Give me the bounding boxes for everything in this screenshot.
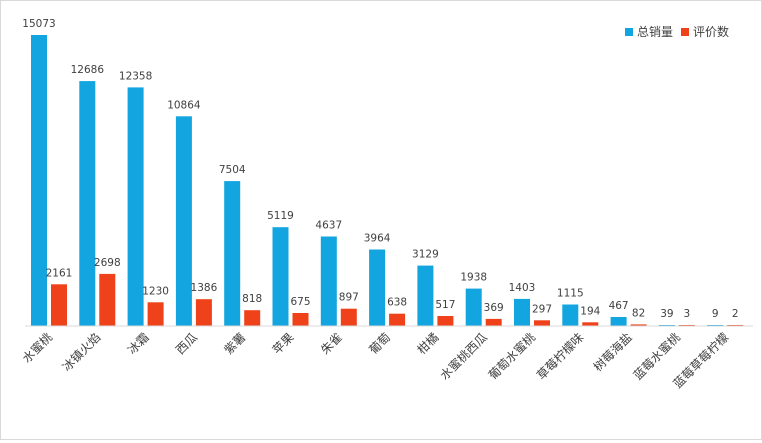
data-label-sales-1: 12686	[71, 64, 105, 76]
bar-sales-11	[562, 304, 579, 326]
data-label-sales-6: 4637	[315, 220, 342, 232]
legend-item-sales: 总销量	[625, 23, 673, 40]
bar-sales-4	[224, 181, 241, 326]
data-label-reviews-10: 297	[532, 303, 552, 315]
x-tick-label-11: 草莓柠檬味	[533, 330, 586, 383]
data-label-reviews-2: 1230	[142, 285, 169, 297]
bar-reviews-8	[437, 316, 454, 326]
x-tick-label-5: 苹果	[270, 330, 297, 357]
data-label-reviews-4: 818	[242, 293, 262, 305]
data-label-sales-10: 1403	[509, 282, 536, 294]
data-label-reviews-7: 638	[387, 297, 407, 309]
bar-reviews-6	[340, 308, 357, 326]
bar-reviews-7	[389, 313, 406, 326]
bars-layer	[31, 35, 744, 327]
bar-sales-5	[272, 227, 289, 326]
bar-reviews-10	[534, 320, 550, 326]
data-labels-layer: 15073 2161 12686 2698 12358 1230 10864 1386 7504…	[22, 18, 738, 320]
bar-reviews-2	[147, 302, 164, 326]
data-label-reviews-12: 82	[632, 307, 645, 319]
bar-reviews-12	[630, 324, 647, 326]
bar-sales-10	[514, 298, 530, 326]
x-tick-label-1: 冰镇火焰	[59, 330, 104, 375]
data-label-sales-14: 9	[712, 308, 719, 320]
data-label-reviews-13: 3	[684, 308, 691, 320]
data-label-sales-5: 5119	[267, 210, 294, 222]
bar-sales-12	[610, 317, 627, 326]
bar-reviews-5	[292, 313, 309, 326]
legend-label-sales: 总销量	[637, 25, 674, 39]
legend-label-reviews: 评价数	[693, 25, 730, 39]
legend-item-reviews: 评价数	[681, 23, 729, 40]
legend-swatch-reviews	[681, 27, 690, 36]
data-label-reviews-14: 2	[732, 308, 739, 320]
data-label-sales-7: 3964	[364, 233, 391, 245]
bar-sales-1	[79, 81, 96, 326]
data-label-sales-13: 39	[660, 308, 673, 320]
x-tick-label-10: 葡萄水蜜桃	[485, 330, 538, 383]
bar-sales-6	[320, 236, 337, 326]
x-tick-label-9: 水蜜桃西瓜	[437, 330, 490, 383]
data-label-reviews-8: 517	[435, 299, 455, 311]
bar-sales-7	[369, 249, 386, 326]
bar-reviews-0	[51, 284, 67, 326]
data-label-sales-8: 3129	[412, 249, 439, 261]
x-tick-label-7: 葡萄	[366, 330, 393, 357]
data-label-reviews-6: 897	[339, 292, 359, 304]
x-tick-label-0: 水蜜桃	[19, 330, 55, 366]
data-label-sales-0: 15073	[22, 18, 55, 30]
bar-reviews-1	[99, 273, 116, 326]
bar-reviews-11	[582, 322, 599, 326]
data-label-reviews-1: 2698	[94, 257, 121, 269]
x-tick-label-13: 蓝莓水蜜桃	[630, 330, 683, 383]
legend: 总销量 评价数	[625, 23, 737, 40]
x-tick-label-4: 紫薯	[221, 330, 248, 357]
x-tick-label-6: 朱雀	[318, 330, 345, 357]
bar-reviews-9	[485, 318, 502, 326]
x-tick-label-2: 冰霜	[125, 330, 152, 357]
x-tick-label-12: 树莓海盐	[590, 330, 635, 375]
data-label-sales-3: 10864	[167, 99, 201, 111]
data-label-sales-11: 1115	[557, 288, 584, 300]
data-label-reviews-0: 2161	[46, 267, 73, 279]
data-label-reviews-9: 369	[484, 302, 504, 314]
legend-swatch-sales	[625, 27, 633, 36]
bar-reviews-4	[244, 310, 261, 326]
bar-sales-9	[465, 288, 482, 326]
data-label-reviews-11: 194	[580, 305, 600, 317]
bar-sales-0	[31, 35, 47, 326]
bar-sales-8	[417, 265, 434, 326]
data-label-sales-2: 12358	[119, 70, 152, 82]
bar-sales-3	[175, 116, 192, 326]
x-tick-label-8: 柑橘	[414, 330, 442, 358]
data-label-reviews-3: 1386	[191, 282, 218, 294]
bar-reviews-3	[195, 299, 212, 326]
data-label-sales-4: 7504	[219, 164, 246, 176]
data-label-reviews-5: 675	[290, 296, 310, 308]
data-label-sales-12: 467	[609, 300, 629, 312]
bar-sales-2	[127, 87, 144, 327]
x-tick-label-3: 西瓜	[173, 330, 200, 357]
data-label-sales-9: 1938	[460, 272, 487, 284]
